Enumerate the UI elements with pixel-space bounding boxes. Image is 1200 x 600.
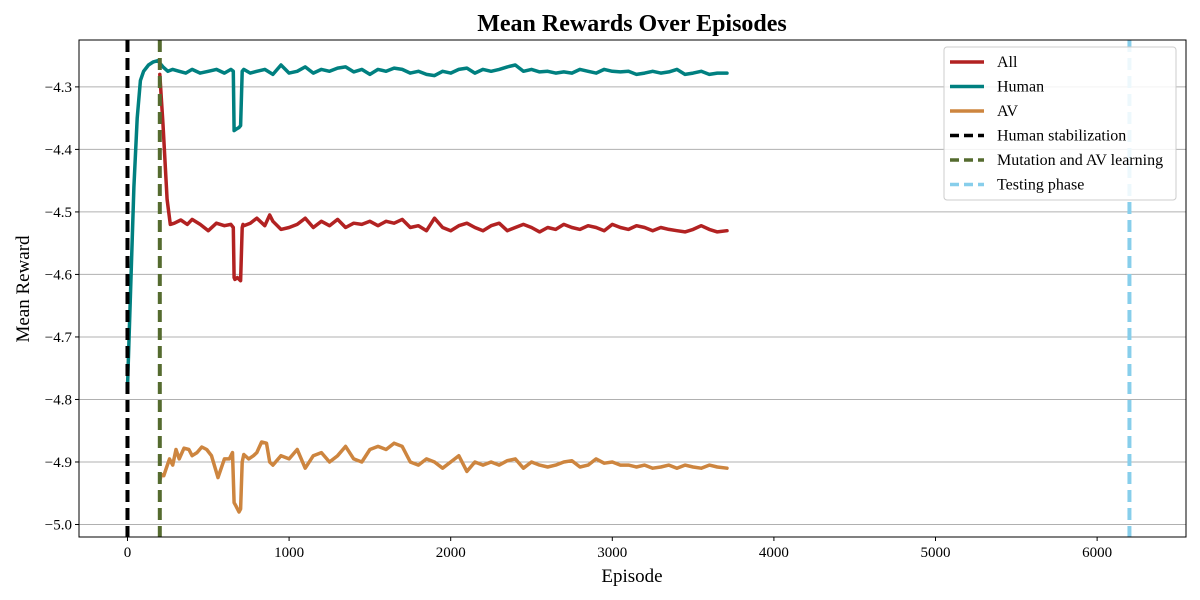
y-tick-label: −4.6 bbox=[45, 267, 73, 283]
x-axis-label: Episode bbox=[601, 566, 662, 587]
y-tick-label: −4.4 bbox=[45, 142, 73, 158]
y-tick-label: −4.8 bbox=[45, 392, 72, 408]
series-line-all bbox=[158, 72, 729, 283]
legend: All Human AV Human stabilization Mutation an… bbox=[943, 46, 1177, 201]
legend-box bbox=[943, 46, 1177, 201]
plot-frame bbox=[78, 39, 1187, 538]
y-tick-label: −4.7 bbox=[45, 330, 73, 346]
x-tick-label: 4000 bbox=[759, 545, 789, 561]
chart-title: Mean Rewards Over Episodes bbox=[477, 11, 787, 37]
series-line-av bbox=[158, 440, 729, 514]
series-line-human bbox=[125, 58, 729, 389]
x-tick-label: 3000 bbox=[597, 545, 627, 561]
x-tick-label: 6000 bbox=[1082, 545, 1112, 561]
x-tick-label: 1000 bbox=[274, 545, 304, 561]
x-tick-label: 5000 bbox=[921, 545, 951, 561]
legend-label: Mutation and AV learning bbox=[997, 152, 1163, 169]
plot-series bbox=[125, 58, 729, 514]
legend-label: AV bbox=[997, 103, 1018, 120]
y-tick-label: −4.3 bbox=[45, 80, 72, 96]
y-tick-label: −5.0 bbox=[45, 517, 72, 533]
x-tick-label: 0 bbox=[124, 545, 132, 561]
x-tick-label: 2000 bbox=[436, 545, 466, 561]
y-axis-label: Mean Reward bbox=[13, 235, 34, 343]
y-tick-label: −4.9 bbox=[45, 455, 72, 471]
axis-ticks: −5.0 −4.9 −4.8 −4.7 −4.6 −4.5 −4.4 −4.3 0 1000 200… bbox=[45, 80, 1112, 561]
y-tick-label: −4.5 bbox=[45, 205, 72, 221]
legend-label: All bbox=[997, 54, 1018, 71]
legend-label: Testing phase bbox=[997, 177, 1084, 194]
legend-label: Human bbox=[997, 79, 1044, 96]
grid bbox=[79, 86, 1186, 525]
legend-label: Human stabilization bbox=[997, 128, 1126, 145]
